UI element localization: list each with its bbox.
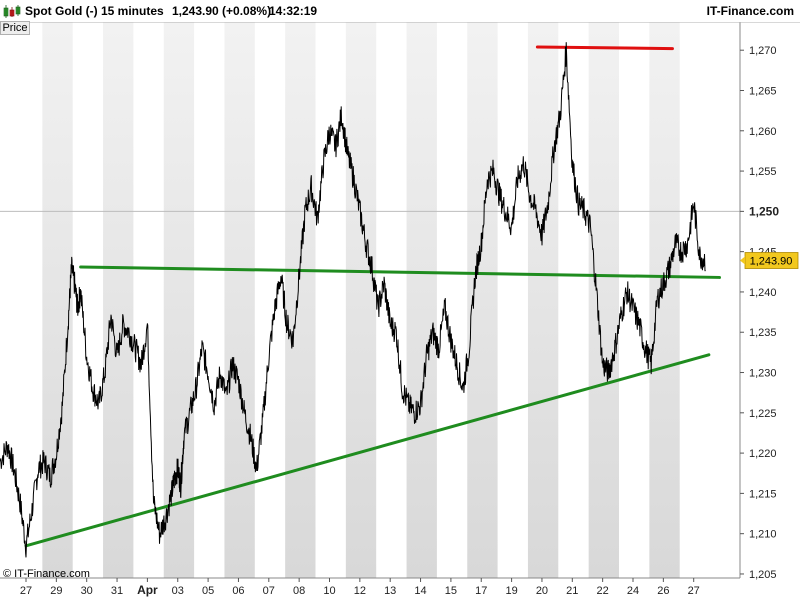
current-price-label: 1,243.90 (750, 256, 793, 268)
x-tick-label: 06 (232, 585, 244, 597)
y-tick-label: 1,225 (749, 408, 777, 420)
timestamp: 14:32:19 (269, 4, 318, 18)
session-shade-band (224, 22, 255, 578)
session-shade-band (527, 22, 559, 578)
session-shade-band (345, 22, 377, 578)
copyright-text: © IT-Finance.com (3, 568, 90, 580)
x-tick-label: 29 (50, 585, 62, 597)
x-tick-label: 17 (475, 585, 487, 597)
y-tick-label: 1,270 (749, 45, 777, 57)
session-shade-band (649, 22, 680, 578)
current-price-pointer (740, 256, 745, 265)
session-shade-band (588, 22, 619, 578)
session-shade-band (163, 22, 195, 578)
current-price-marker: 1,243.90 (740, 252, 799, 269)
instrument-name: Spot Gold (-) (25, 4, 98, 18)
x-tick-label: 20 (536, 585, 548, 597)
x-tick-label: 31 (111, 585, 123, 597)
session-shading (42, 22, 680, 578)
x-tick-label: 08 (293, 585, 305, 597)
trend-line (24, 353, 711, 548)
interval-label[interactable]: 15 minutes (101, 4, 164, 18)
trend-line (79, 265, 721, 279)
x-tick-label: 05 (202, 585, 214, 597)
session-shade-band (406, 22, 437, 578)
y-tick-label: 1,220 (749, 448, 777, 460)
x-tick-label: 13 (384, 585, 396, 597)
x-axis-panel (0, 578, 800, 600)
y-tick-label: 1,265 (749, 85, 777, 97)
x-tick-label: 27 (20, 585, 32, 597)
x-tick-label: 12 (354, 585, 366, 597)
y-tick-label: 1,205 (749, 569, 777, 581)
x-tick-label: 27 (688, 585, 700, 597)
x-tick-label: 14 (414, 585, 426, 597)
x-tick-label: 21 (566, 585, 578, 597)
x-tick-label: 15 (445, 585, 457, 597)
x-tick-label: 10 (323, 585, 335, 597)
y-tick-label: 1,210 (749, 529, 777, 541)
x-axis-ticks: 27 29 30 31 Apr 03 05 06 07 08 10 12 13 14 15 17 19 20 21 2… (20, 578, 700, 597)
y-tick-label: 1,215 (749, 488, 777, 500)
y-axis-ticks: 1,205 1,210 1,215 1,220 1,225 1,230 1,235 1,240… (740, 45, 779, 581)
x-tick-label: Apr (137, 583, 158, 597)
y-axis-panel (740, 22, 800, 600)
y-tick-label: 1,240 (749, 287, 777, 299)
price-panel-tab[interactable]: Price (0, 21, 30, 35)
price-series (0, 42, 706, 558)
y-tick-label: 1,260 (749, 126, 777, 138)
session-shade-band (103, 22, 134, 578)
x-tick-label: 22 (597, 585, 609, 597)
x-tick-label: 24 (627, 585, 639, 597)
price-change: 1,243.90 (+0.08%) (172, 4, 272, 18)
brand-name[interactable]: IT-Finance.com (706, 4, 794, 18)
chart-header: Spot Gold (-) 15 minutes 1,243.90 (+0.08… (0, 0, 800, 22)
x-tick-label: 03 (172, 585, 184, 597)
session-shade-band (42, 22, 73, 578)
session-shade-band (467, 22, 498, 578)
y-tick-label: 1,235 (749, 327, 777, 339)
x-tick-label: 19 (505, 585, 517, 597)
axes (0, 21, 800, 600)
y-tick-label: 1,230 (749, 368, 777, 380)
trend-lines (24, 45, 721, 548)
x-tick-label: 07 (263, 585, 275, 597)
price-line (0, 42, 706, 558)
candlestick-logo-icon (3, 5, 21, 18)
x-tick-label: 30 (81, 585, 93, 597)
y-tick-label: 1,250 (749, 204, 779, 218)
x-tick-label: 26 (657, 585, 669, 597)
session-shade-band (285, 22, 316, 578)
y-tick-label: 1,255 (749, 166, 777, 178)
trend-line (535, 45, 674, 51)
